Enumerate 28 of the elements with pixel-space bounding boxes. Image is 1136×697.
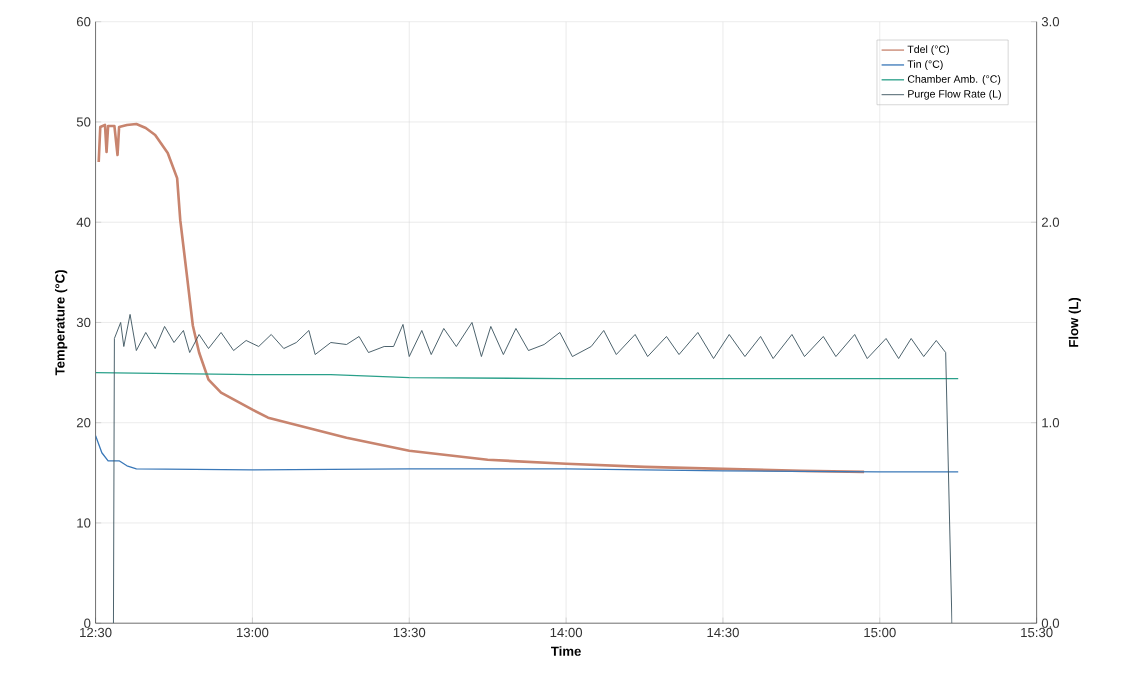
line-series [97, 122, 866, 474]
y2-tick-label: 3.0 [1041, 16, 1060, 27]
x-tick-label: 15:00 [864, 627, 896, 638]
y2-tick-label: 2.0 [1041, 217, 1060, 227]
y-tick-label: 30 [76, 317, 91, 327]
y-tick-label: 10 [77, 518, 91, 528]
y-tick-label: 20 [76, 417, 91, 428]
y-axis-title: Temperature (°C) [54, 270, 68, 376]
y-tick-label: 0 [84, 618, 91, 628]
x-tick-label: 14:00 [550, 627, 583, 638]
y2-tick-label: 0.0 [1041, 618, 1060, 628]
line-series [95, 434, 959, 473]
x-tick-label: 13:00 [236, 627, 269, 638]
legend-label: Purge Flow Rate (L) [908, 89, 1001, 100]
y2-axis-title: Flow (L) [1068, 297, 1081, 347]
x-axis-title: Time [551, 646, 581, 656]
legend-label: Tin (°C) [907, 60, 943, 70]
legend-label: Tdel (°C) [907, 45, 949, 55]
y-tick-label: 40 [76, 217, 91, 227]
x-tick-label: 12:30 [80, 627, 112, 638]
y-tick-label: 60 [76, 16, 91, 27]
y2-tick-label: 1.0 [1042, 417, 1060, 428]
x-tick-label: 14:30 [707, 627, 739, 638]
x-tick-label: 13:30 [393, 627, 426, 638]
x-tick-label: 15:30 [1021, 627, 1053, 638]
line-series [112, 313, 953, 624]
legend-label: Chamber Amb. (°C) [907, 74, 1001, 85]
y-tick-label: 50 [76, 117, 91, 127]
